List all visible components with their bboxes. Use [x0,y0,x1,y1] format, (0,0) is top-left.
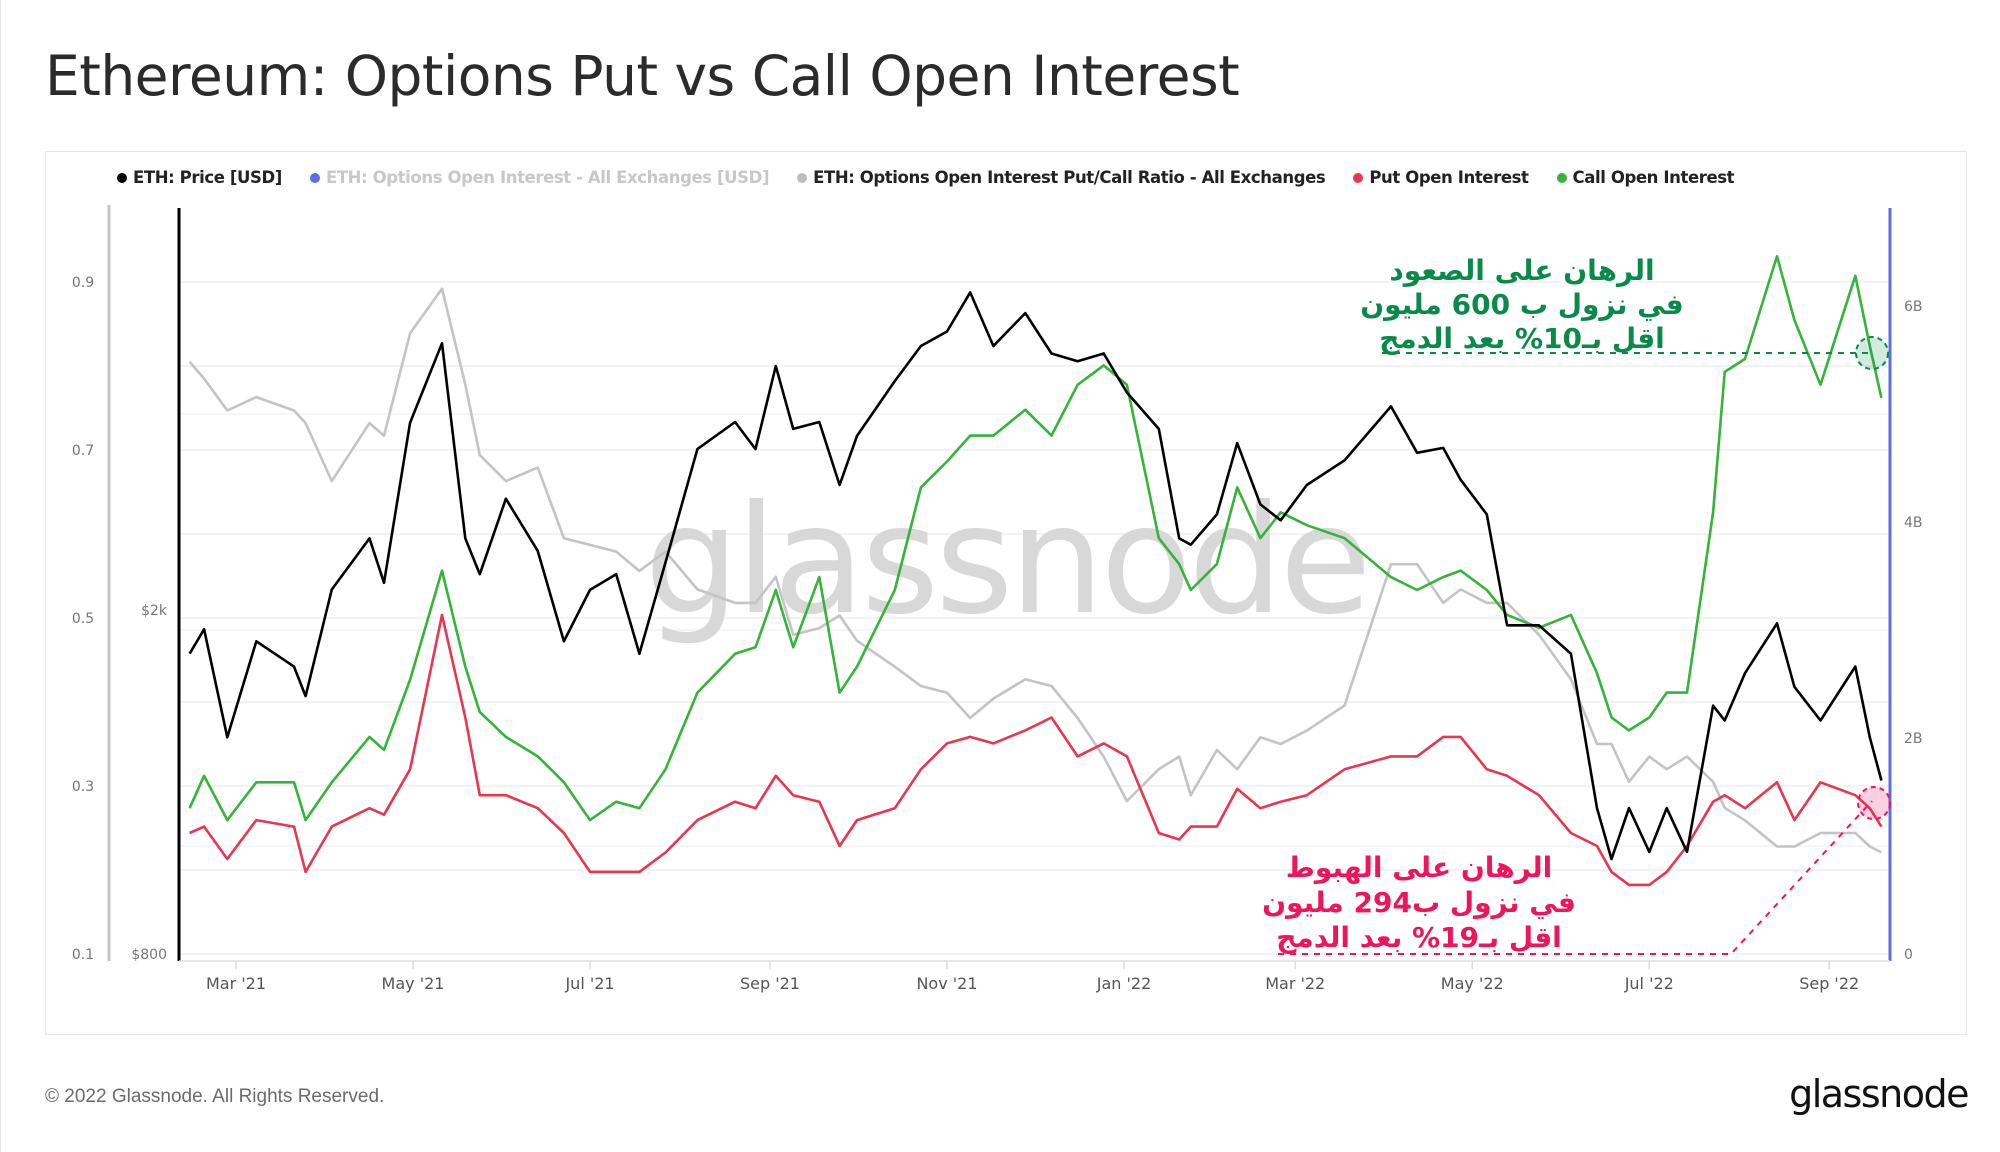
legend-label: ETH: Options Open Interest - All Exchang… [325,168,770,187]
oi-tick-label: 6B [1904,299,1923,315]
x-tick-label: Jul '22 [1624,974,1674,993]
x-tick-label: Jul '21 [564,974,614,993]
page-edge [0,0,1,1152]
series-line-eth-price-usd- [188,291,1883,861]
price-tick-label: $2k [141,603,168,619]
copyright: © 2022 Glassnode. All Rights Reserved. [45,1086,385,1107]
gridlines [179,281,1890,955]
x-tick-label: Sep '21 [740,974,800,993]
call-annotation-text: اقل بـ10% بعد الدمج [1379,322,1665,355]
legend-label: ETH: Price [USD] [133,168,282,187]
ratio-tick-label: 0.7 [72,443,94,459]
series-line-call-open-interest [188,254,1883,822]
oi-tick-label: 0 [1904,947,1913,963]
legend-label: Call Open Interest [1572,168,1735,187]
x-tick-label: May '21 [382,974,445,993]
ratio-tick-label: 0.9 [72,275,94,291]
put-annotation-text: الرهان على الهبوط [1286,851,1552,884]
put-annotation-text: في نزول ب294 مليون [1262,886,1576,919]
legend-dot-icon [117,172,127,183]
x-tick-label: May '22 [1441,974,1504,993]
legend-item-price[interactable]: ETH: Price [USD] [117,168,282,187]
legend-dot-icon [1353,172,1364,183]
call-annotation-text: الرهان على الصعود [1389,254,1654,287]
x-tick-label: Nov '21 [916,974,977,993]
series-lines [188,254,1883,887]
x-tick-label: Sep '22 [1799,974,1859,993]
legend-item-put-call-ratio[interactable]: ETH: Options Open Interest Put/Call Rati… [797,168,1326,187]
put-highlight-circle [1857,786,1891,820]
legend-item-call-oi[interactable]: Call Open Interest [1556,168,1735,187]
series-line-put-open-interest [189,613,1883,887]
legend-dot-icon [309,172,320,183]
put-dashed-line [1278,800,1873,955]
glassnode-logo[interactable]: glassnode [1789,1072,1969,1116]
page-title: Ethereum: Options Put vs Call Open Inter… [45,44,1240,108]
ratio-tick-label: 0.1 [72,947,94,963]
legend-item-put-oi[interactable]: Put Open Interest [1353,168,1529,187]
legend: ETH: Price [USD] ETH: Options Open Inter… [117,168,1735,187]
ratio-tick-label: 0.5 [72,611,94,627]
legend-dot-icon [1556,172,1567,183]
oi-tick-label: 2B [1904,731,1923,747]
legend-item-open-interest[interactable]: ETH: Options Open Interest - All Exchang… [309,168,770,187]
chart-card [45,151,1967,1035]
ratio-tick-label: 0.3 [72,779,94,795]
x-tick-label: Jan '22 [1096,974,1152,993]
call-highlight-circle [1855,336,1889,370]
legend-label: Put Open Interest [1369,168,1529,187]
x-tick-label: Mar '22 [1265,974,1325,993]
x-tick-label: Mar '21 [206,974,266,993]
legend-dot-icon [797,172,808,183]
legend-label: ETH: Options Open Interest Put/Call Rati… [813,168,1326,187]
price-tick-label: $800 [131,947,167,963]
put-annotation-text: اقل بـ19% بعد الدمج [1276,921,1562,954]
series-line-eth-options-open-interest-put-call-ratio-all-exchanges [188,287,1882,854]
oi-tick-label: 4B [1904,515,1923,531]
axes: 0.1 0.3 0.5 0.7 0.9 $800 $2k 0 2B 4B 6B Mar '21 May … [72,205,1923,993]
call-annotation-text: في نزول ب 600 مليون [1360,288,1684,321]
